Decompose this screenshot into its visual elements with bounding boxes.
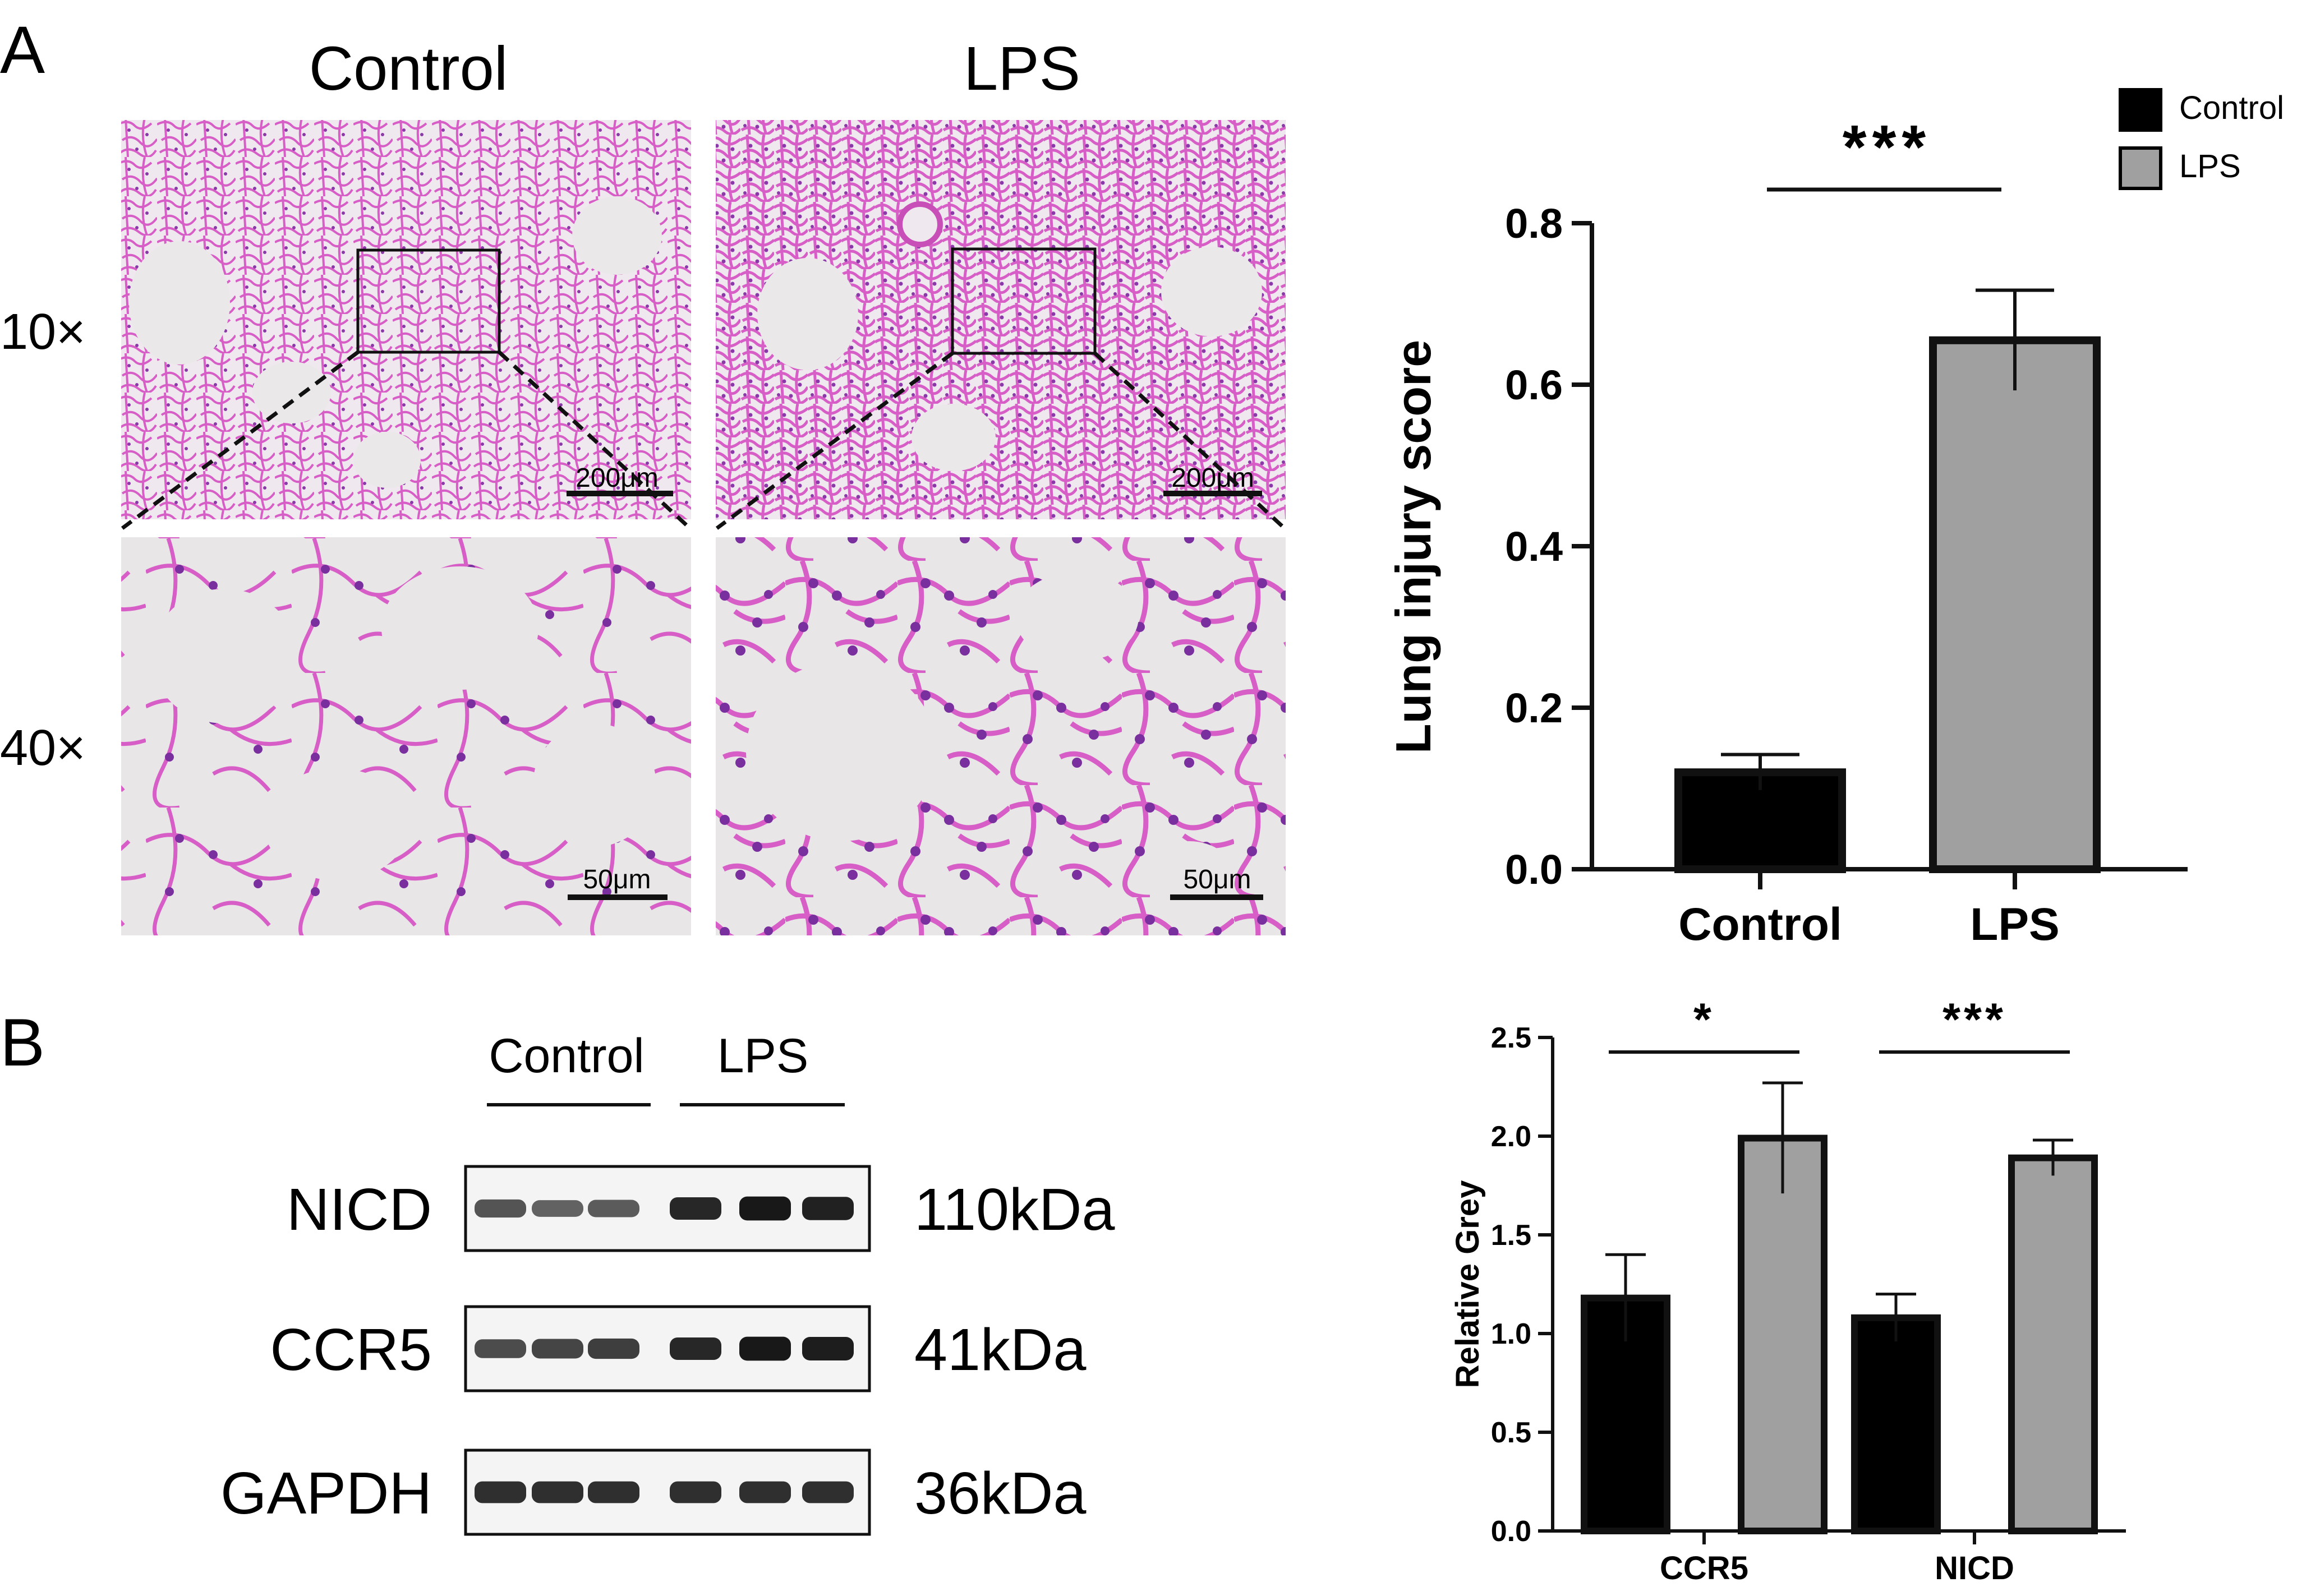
legend: Control LPS: [2119, 88, 2284, 190]
x-tick-label: NICD: [1935, 1550, 2014, 1586]
scale-bar-control-40x: 50μm: [583, 865, 651, 894]
y-tick-label: 0.0: [1491, 1515, 1531, 1548]
blot-band: [739, 1196, 791, 1221]
blot-band: [588, 1481, 639, 1503]
blot-kda-nicd: 110kDa: [914, 1177, 1115, 1243]
zoom-connectors: [121, 350, 1286, 530]
blot-band: [670, 1197, 721, 1220]
bar-nicd-lps: [2008, 1154, 2098, 1534]
row-label-10x: 10×: [0, 304, 86, 360]
scale-bar-lps-40x: 50μm: [1183, 865, 1251, 894]
significance-label: ***: [1843, 113, 1931, 182]
blot-band: [588, 1200, 639, 1217]
micrograph-lps-40x: 50μm: [716, 537, 1286, 935]
blot-band: [532, 1200, 583, 1217]
blot-kda-ccr5: 41kDa: [914, 1317, 1086, 1383]
micrograph-lps-10x: 200μm: [716, 120, 1286, 519]
scale-bar-control-10x: 200μm: [576, 463, 659, 493]
x-tick-label: LPS: [1970, 899, 2059, 950]
blot-band: [670, 1481, 721, 1503]
y-tick-label: 0.5: [1491, 1417, 1531, 1449]
blot-band: [475, 1199, 526, 1218]
wb-group-label-lps: LPS: [717, 1029, 809, 1083]
y-axis-label: Relative Grey: [1449, 1180, 1486, 1389]
blot-band: [532, 1481, 583, 1503]
bar-nicd-control: [1851, 1314, 1941, 1535]
blot-label-nicd: NICD: [287, 1177, 432, 1243]
blot-band: [802, 1481, 854, 1503]
blot-band: [588, 1338, 639, 1359]
y-tick-label: 0.2: [1505, 685, 1563, 731]
blot-band: [475, 1339, 526, 1358]
legend-swatch-control: [2119, 88, 2162, 132]
blot-label-gapdh: GAPDH: [220, 1460, 432, 1526]
y-tick-label: 1.0: [1491, 1318, 1531, 1350]
panel-letter-b: B: [0, 1005, 45, 1080]
bar-ccr5-lps: [1738, 1134, 1828, 1534]
significance-label: ***: [1942, 994, 2006, 1045]
significance-label: *: [1693, 994, 1715, 1045]
y-tick-label: 1.5: [1491, 1219, 1531, 1252]
blot-band: [739, 1481, 791, 1503]
x-tick-label: CCR5: [1660, 1550, 1748, 1586]
relative-grey-chart: 0.0 0.5 1.0 1.5 2.0 2.5 CCR5 * NICD *** Relative G…: [1449, 994, 2126, 1586]
zoom-box-lps: [951, 247, 1097, 355]
blot-band: [739, 1336, 791, 1361]
bar-lps: [1929, 336, 2101, 873]
blot-band: [670, 1337, 721, 1360]
panel-letter-a: A: [0, 12, 45, 87]
y-tick-label: 0.6: [1505, 362, 1563, 408]
y-tick-label: 0.0: [1505, 846, 1563, 893]
legend-label-lps: LPS: [2179, 148, 2241, 184]
legend-label-control: Control: [2179, 90, 2284, 126]
blot-band: [475, 1481, 526, 1503]
y-axis-label: Lung injury score: [1385, 340, 1441, 754]
blot-kda-gapdh: 36kDa: [914, 1460, 1086, 1526]
blot-label-ccr5: CCR5: [270, 1317, 432, 1383]
y-tick-label: 2.5: [1491, 1022, 1531, 1054]
col-label-control: Control: [309, 34, 508, 103]
blot-band: [532, 1339, 583, 1359]
micrograph-control-10x: 200μm: [121, 120, 691, 519]
y-tick-label: 2.0: [1491, 1120, 1531, 1153]
row-label-40x: 40×: [0, 720, 86, 776]
lung-injury-chart: 0.0 0.2 0.4 0.6 0.8 Control LPS *** Lung injury …: [1385, 113, 2188, 950]
scale-bar-lps-10x: 200μm: [1171, 463, 1254, 493]
y-tick-label: 0.4: [1505, 523, 1563, 570]
blot-band: [802, 1197, 854, 1220]
western-blot: NICD 110kDa CCR5 41kDa GAPDH 36kDa: [220, 1165, 1115, 1536]
micrograph-control-40x: 50μm: [121, 537, 691, 935]
col-label-lps: LPS: [964, 34, 1080, 103]
legend-swatch-lps: [2119, 146, 2162, 190]
x-tick-label: Control: [1678, 899, 1842, 950]
y-tick-label: 0.8: [1505, 200, 1563, 247]
zoom-box-control: [356, 248, 501, 354]
wb-group-label-control: Control: [489, 1029, 644, 1083]
blot-band: [802, 1337, 854, 1360]
